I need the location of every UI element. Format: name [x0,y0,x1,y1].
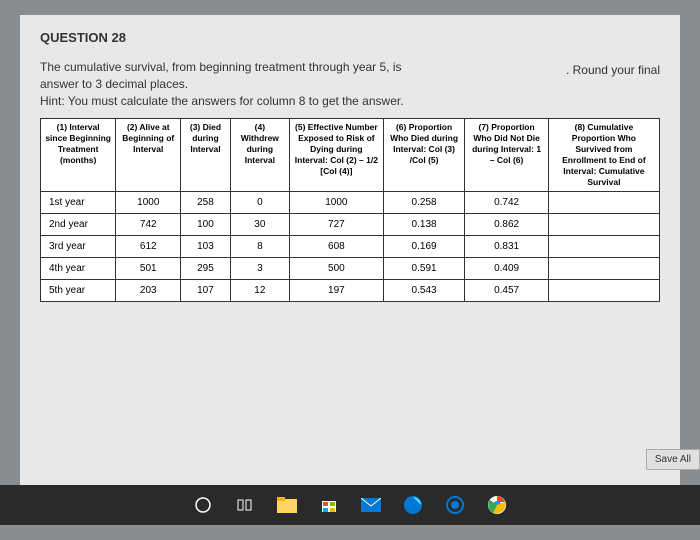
header-col4: (4) Withdrew during Interval [230,119,289,192]
table-row: 3rd year 612 103 8 608 0.169 0.831 [41,236,660,258]
chrome-icon[interactable] [485,493,509,517]
file-explorer-icon[interactable] [275,493,299,517]
task-view-icon[interactable] [233,493,257,517]
header-col7: (7) Proportion Who Did Not Die during In… [465,119,548,192]
header-col5: (5) Effective Number Exposed to Risk of … [290,119,384,192]
cell [548,280,659,302]
cell: 0.742 [465,192,548,214]
round-instruction: . Round your final [566,63,660,77]
row-label: 4th year [41,258,116,280]
table-row: 2nd year 742 100 30 727 0.138 0.862 [41,214,660,236]
table-header-row: (1) Interval since Beginning Treatment (… [41,119,660,192]
header-col6: (6) Proportion Who Died during Interval:… [383,119,465,192]
cell: 30 [230,214,289,236]
header-col1: (1) Interval since Beginning Treatment (… [41,119,116,192]
header-col2: (2) Alive at Beginning of Interval [116,119,181,192]
header-col8: (8) Cumulative Proportion Who Survived f… [548,119,659,192]
cell: 0.543 [383,280,465,302]
cell: 0.831 [465,236,548,258]
cell [548,192,659,214]
save-all-button[interactable]: Save All [646,449,700,470]
store-icon[interactable] [317,493,341,517]
cell: 742 [116,214,181,236]
edge-icon[interactable] [401,493,425,517]
table-row: 4th year 501 295 3 500 0.591 0.409 [41,258,660,280]
cell [548,258,659,280]
cell: 0.138 [383,214,465,236]
hint-text: Hint: You must calculate the answers for… [40,94,660,108]
cell: 258 [181,192,230,214]
cell: 0.258 [383,192,465,214]
cell: 501 [116,258,181,280]
cortana-icon[interactable] [443,493,467,517]
cell [548,236,659,258]
question-title: QUESTION 28 [40,30,660,45]
cell: 203 [116,280,181,302]
cell: 0.862 [465,214,548,236]
header-col3: (3) Died during Interval [181,119,230,192]
cell: 107 [181,280,230,302]
cell: 1000 [290,192,384,214]
cell: 100 [181,214,230,236]
cell: 0.591 [383,258,465,280]
taskbar [0,485,700,525]
cell: 3 [230,258,289,280]
cell: 8 [230,236,289,258]
cell: 103 [181,236,230,258]
row-label: 5th year [41,280,116,302]
question-text-line2: answer to 3 decimal places. [40,77,660,91]
row-label: 1st year [41,192,116,214]
row-label: 2nd year [41,214,116,236]
cell: 727 [290,214,384,236]
cell: 608 [290,236,384,258]
cell [548,214,659,236]
cell: 0 [230,192,289,214]
cell: 0.169 [383,236,465,258]
cell: 12 [230,280,289,302]
cell: 0.409 [465,258,548,280]
question-panel: QUESTION 28 The cumulative survival, fro… [20,15,680,485]
cell: 1000 [116,192,181,214]
survival-table: (1) Interval since Beginning Treatment (… [40,118,660,302]
table-row: 5th year 203 107 12 197 0.543 0.457 [41,280,660,302]
cell: 197 [290,280,384,302]
cell: 0.457 [465,280,548,302]
circle-icon[interactable] [191,493,215,517]
table-row: 1st year 1000 258 0 1000 0.258 0.742 [41,192,660,214]
mail-icon[interactable] [359,493,383,517]
row-label: 3rd year [41,236,116,258]
cell: 295 [181,258,230,280]
cell: 612 [116,236,181,258]
cell: 500 [290,258,384,280]
